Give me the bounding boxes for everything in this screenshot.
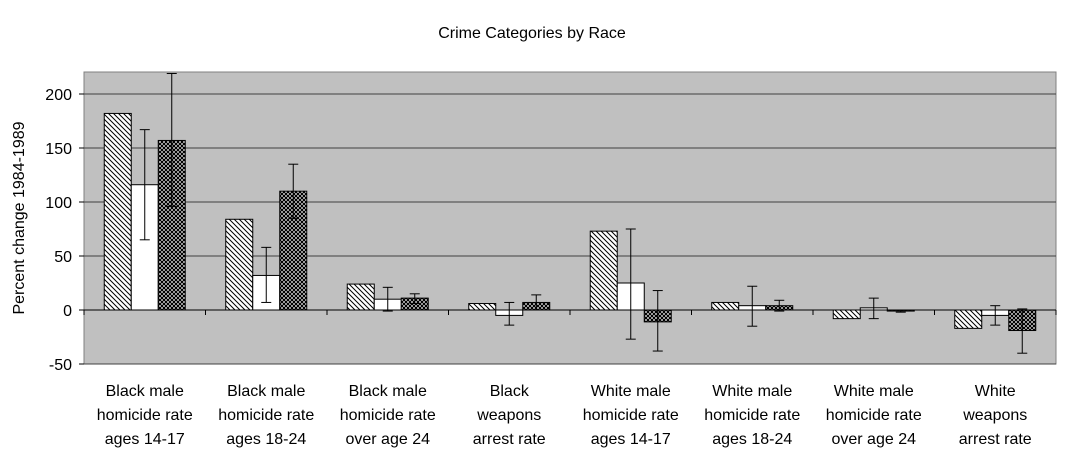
category-label: Black male — [227, 383, 305, 400]
category-label: over age 24 — [345, 431, 430, 448]
category-label: homicide rate — [97, 407, 193, 424]
bar — [103, 112, 132, 311]
y-tick-label: -50 — [49, 357, 72, 374]
bar — [346, 283, 375, 311]
y-tick-label: 50 — [54, 249, 72, 266]
bar — [225, 218, 254, 311]
category-label: homicide rate — [704, 407, 800, 424]
category-label: ages 14-17 — [591, 431, 671, 448]
bar — [711, 301, 740, 311]
category-label: ages 14-17 — [105, 431, 185, 448]
category-label: Black male — [349, 383, 427, 400]
y-tick-label: 100 — [45, 195, 72, 212]
y-tick-label: 0 — [63, 303, 72, 320]
category-label: homicide rate — [218, 407, 314, 424]
category-label: White male — [834, 383, 914, 400]
y-axis-label: Percent change 1984-1989 — [11, 121, 28, 314]
category-label: arrest rate — [473, 431, 546, 448]
category-labels: Black male homicide rate ages 14-17 Black m… — [97, 383, 1032, 448]
bar — [832, 309, 861, 320]
bars — [103, 112, 1037, 332]
category-label: homicide rate — [826, 407, 922, 424]
category-label: White male — [591, 383, 671, 400]
category-label: Black — [490, 383, 530, 400]
error-bars — [139, 72, 1028, 354]
category-label: ages 18-24 — [712, 431, 792, 448]
category-label: homicide rate — [583, 407, 679, 424]
bar — [589, 230, 618, 311]
category-label: White — [975, 383, 1016, 400]
y-tick-label: 200 — [45, 87, 72, 104]
bar — [954, 309, 983, 329]
y-tick-label: 150 — [45, 141, 72, 158]
category-label: arrest rate — [959, 431, 1032, 448]
category-label: over age 24 — [831, 431, 916, 448]
plot-area — [83, 71, 1057, 365]
category-label: weapons — [962, 407, 1027, 424]
category-label: homicide rate — [340, 407, 436, 424]
category-label: Black male — [106, 383, 184, 400]
bar — [468, 303, 497, 311]
category-label: ages 18-24 — [226, 431, 306, 448]
category-label: White male — [712, 383, 792, 400]
chart-title: Crime Categories by Race — [438, 25, 626, 42]
category-label: weapons — [476, 407, 541, 424]
